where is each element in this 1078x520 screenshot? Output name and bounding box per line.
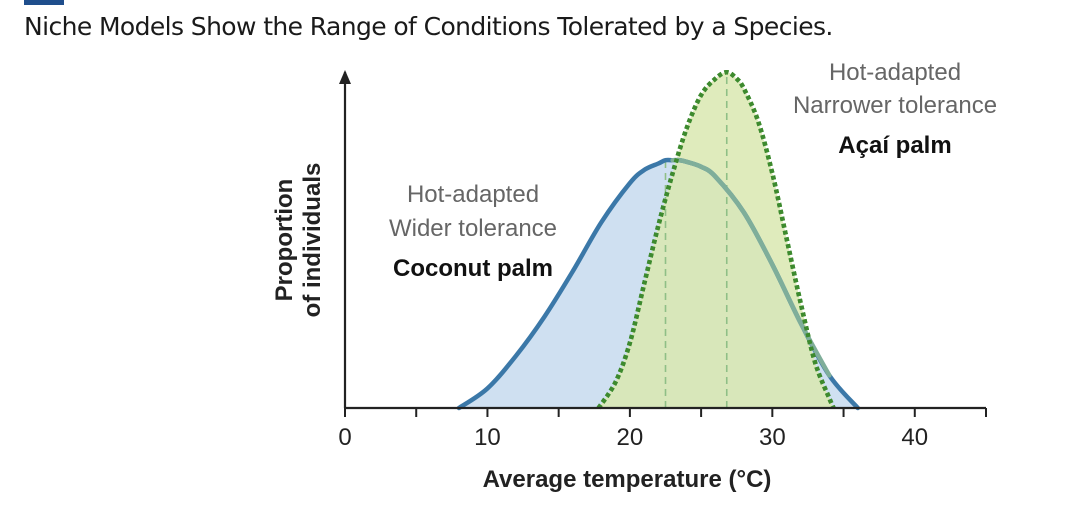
x-tick-label: 20 [617, 424, 644, 451]
title-accent-bar [24, 0, 64, 5]
acai-curve-top [596, 69, 836, 410]
acai-trait-2: Narrower tolerance [793, 92, 997, 119]
distribution-curves [456, 69, 861, 411]
x-tick-label: 10 [474, 424, 501, 451]
coconut-trait-1: Hot-adapted [407, 181, 539, 208]
x-tick-label: 30 [759, 424, 786, 451]
coconut-series-label: Coconut palm [393, 255, 553, 282]
y-axis-label: Proportion of individuals [271, 163, 326, 318]
x-tick-label: 40 [901, 424, 928, 451]
coconut-annotation: Hot-adapted Wider tolerance Coconut palm [389, 181, 557, 282]
axes [339, 70, 986, 410]
acai-trait-1: Hot-adapted [829, 59, 961, 86]
x-tick-label: 0 [338, 424, 351, 451]
x-axis-label: Average temperature (°C) [483, 466, 772, 493]
coconut-curve-overlap [670, 157, 832, 378]
area-fills [458, 72, 858, 408]
x-ticks: 0 10 20 30 40 [338, 408, 987, 451]
y-axis-label-line2: of individuals [299, 163, 326, 318]
y-axis-label-line1: Proportion [271, 179, 298, 302]
page-title: Niche Models Show the Range of Condition… [24, 12, 833, 41]
acai-area-fill [598, 72, 834, 408]
acai-series-label: Açaí palm [838, 132, 951, 159]
coconut-trait-2: Wider tolerance [389, 215, 557, 242]
acai-annotation: Hot-adapted Narrower tolerance Açaí palm [793, 59, 997, 159]
